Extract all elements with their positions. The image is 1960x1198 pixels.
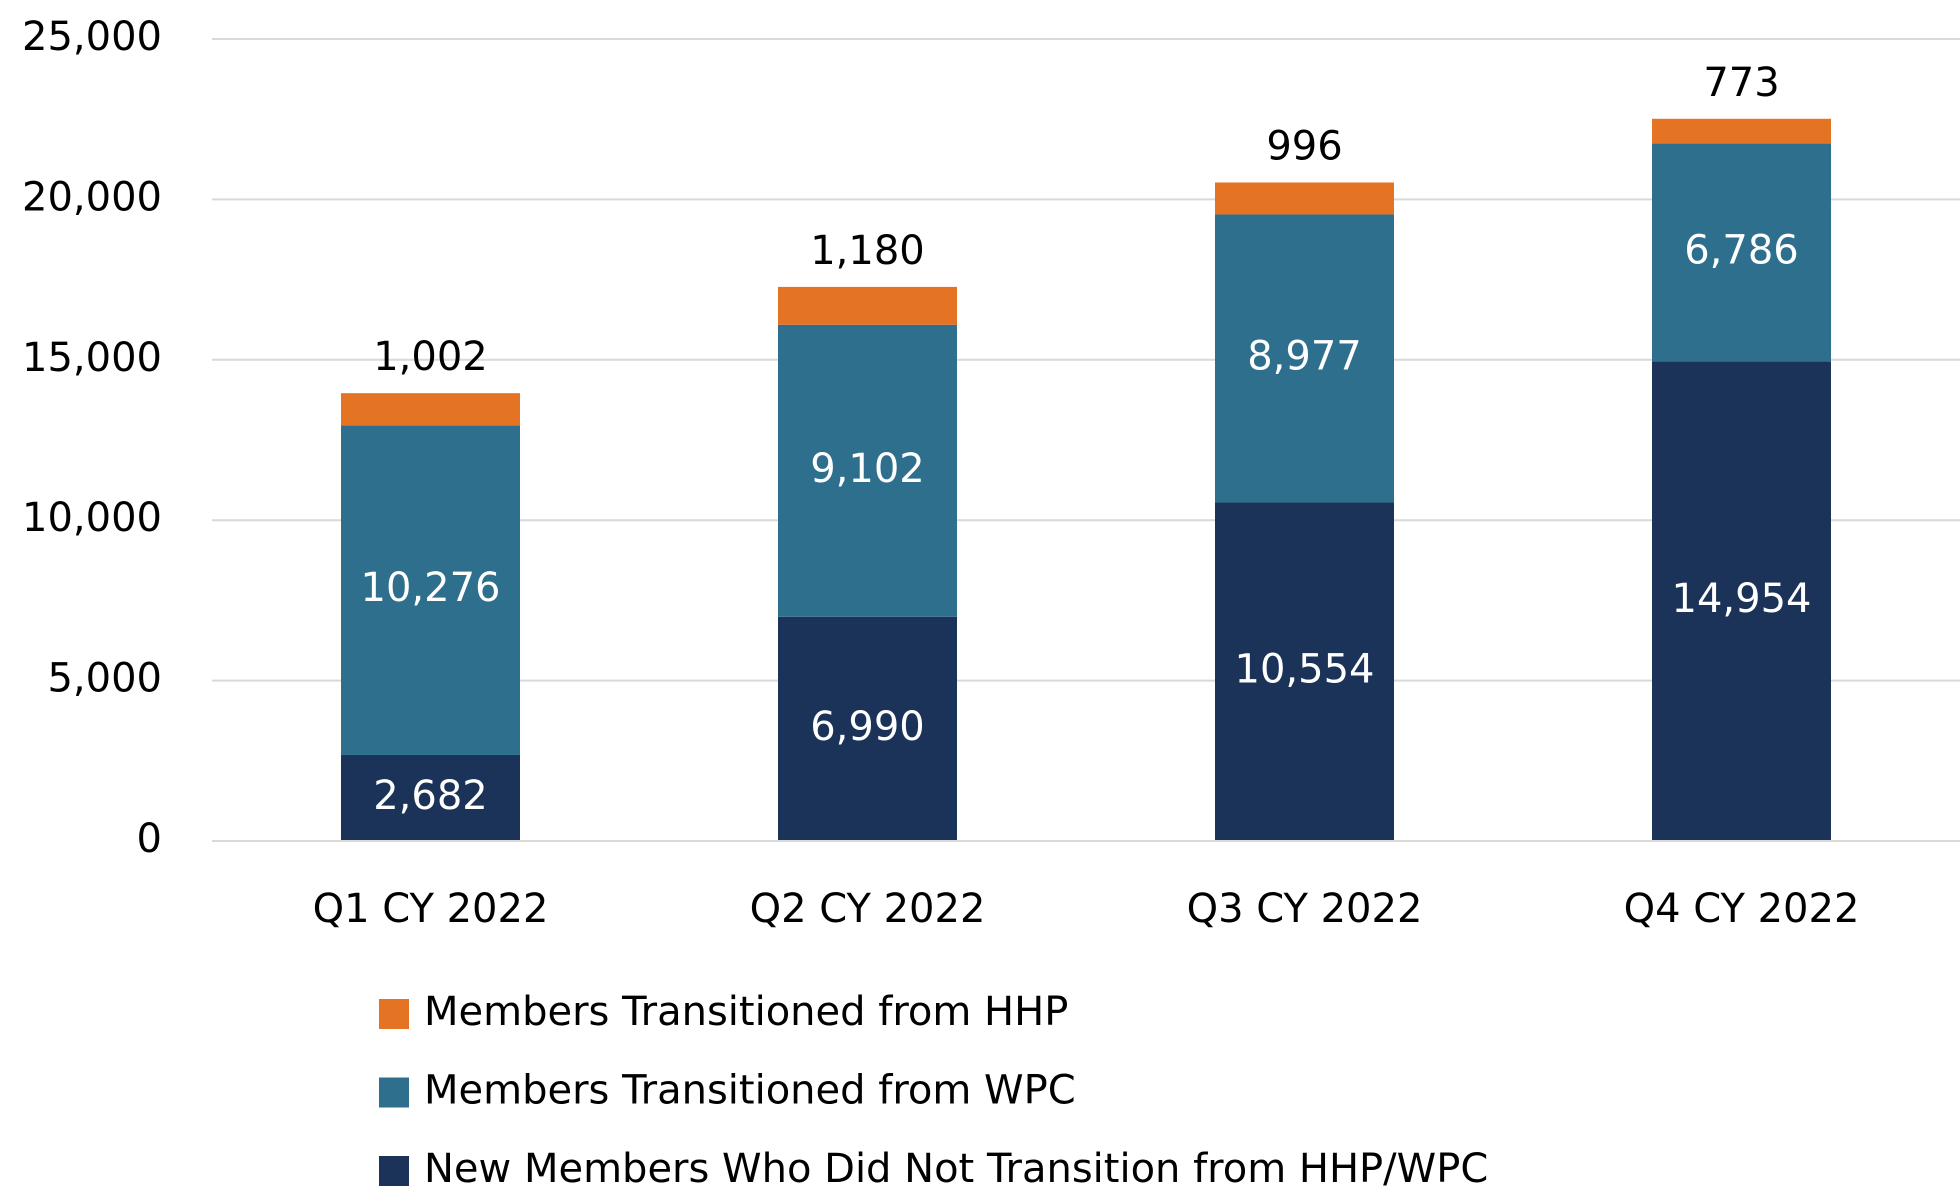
y-tick-label: 0 xyxy=(137,816,162,862)
bar-segment xyxy=(341,393,520,426)
data-label: 14,954 xyxy=(1672,576,1812,622)
x-tick-label: Q1 CY 2022 xyxy=(313,886,549,932)
legend-swatch xyxy=(379,1077,409,1108)
y-tick-label: 20,000 xyxy=(22,174,162,220)
bar-segment xyxy=(1652,361,1831,841)
data-label: 773 xyxy=(1703,60,1779,106)
bar-segment xyxy=(1652,118,1831,144)
bar-segment xyxy=(778,324,957,617)
y-tick-label: 15,000 xyxy=(22,335,162,381)
bar-segment xyxy=(1215,502,1394,841)
y-tick-label: 5,000 xyxy=(47,656,162,702)
legend-swatch xyxy=(379,1156,409,1186)
legend-label: New Members Who Did Not Transition from … xyxy=(424,1146,1488,1192)
x-tick-label: Q4 CY 2022 xyxy=(1624,886,1860,932)
legend-label: Members Transitioned from WPC xyxy=(424,1068,1076,1114)
legend-swatch xyxy=(379,999,409,1029)
x-tick-label: Q3 CY 2022 xyxy=(1187,886,1423,932)
bar-segment xyxy=(778,616,957,841)
data-label: 1,180 xyxy=(810,228,925,274)
data-label: 996 xyxy=(1266,123,1342,169)
legend-label: Members Transitioned from HHP xyxy=(424,989,1068,1035)
data-label: 10,554 xyxy=(1235,647,1375,693)
x-tick-label: Q2 CY 2022 xyxy=(750,886,986,932)
data-label: 8,977 xyxy=(1247,333,1362,379)
bar-segment xyxy=(1215,182,1394,215)
data-label: 1,002 xyxy=(373,334,488,380)
data-label: 2,682 xyxy=(373,773,488,819)
data-label: 9,102 xyxy=(810,446,925,492)
y-tick-label: 25,000 xyxy=(22,14,162,60)
bar-segment xyxy=(778,286,957,325)
bar-segment xyxy=(1215,214,1394,503)
bar-segment xyxy=(1652,143,1831,362)
data-label: 10,276 xyxy=(361,565,501,611)
data-label: 6,786 xyxy=(1684,227,1799,273)
bar-segment xyxy=(341,425,520,755)
y-tick-label: 10,000 xyxy=(22,495,162,541)
bar-segment xyxy=(341,754,520,841)
data-label: 6,990 xyxy=(810,704,925,750)
